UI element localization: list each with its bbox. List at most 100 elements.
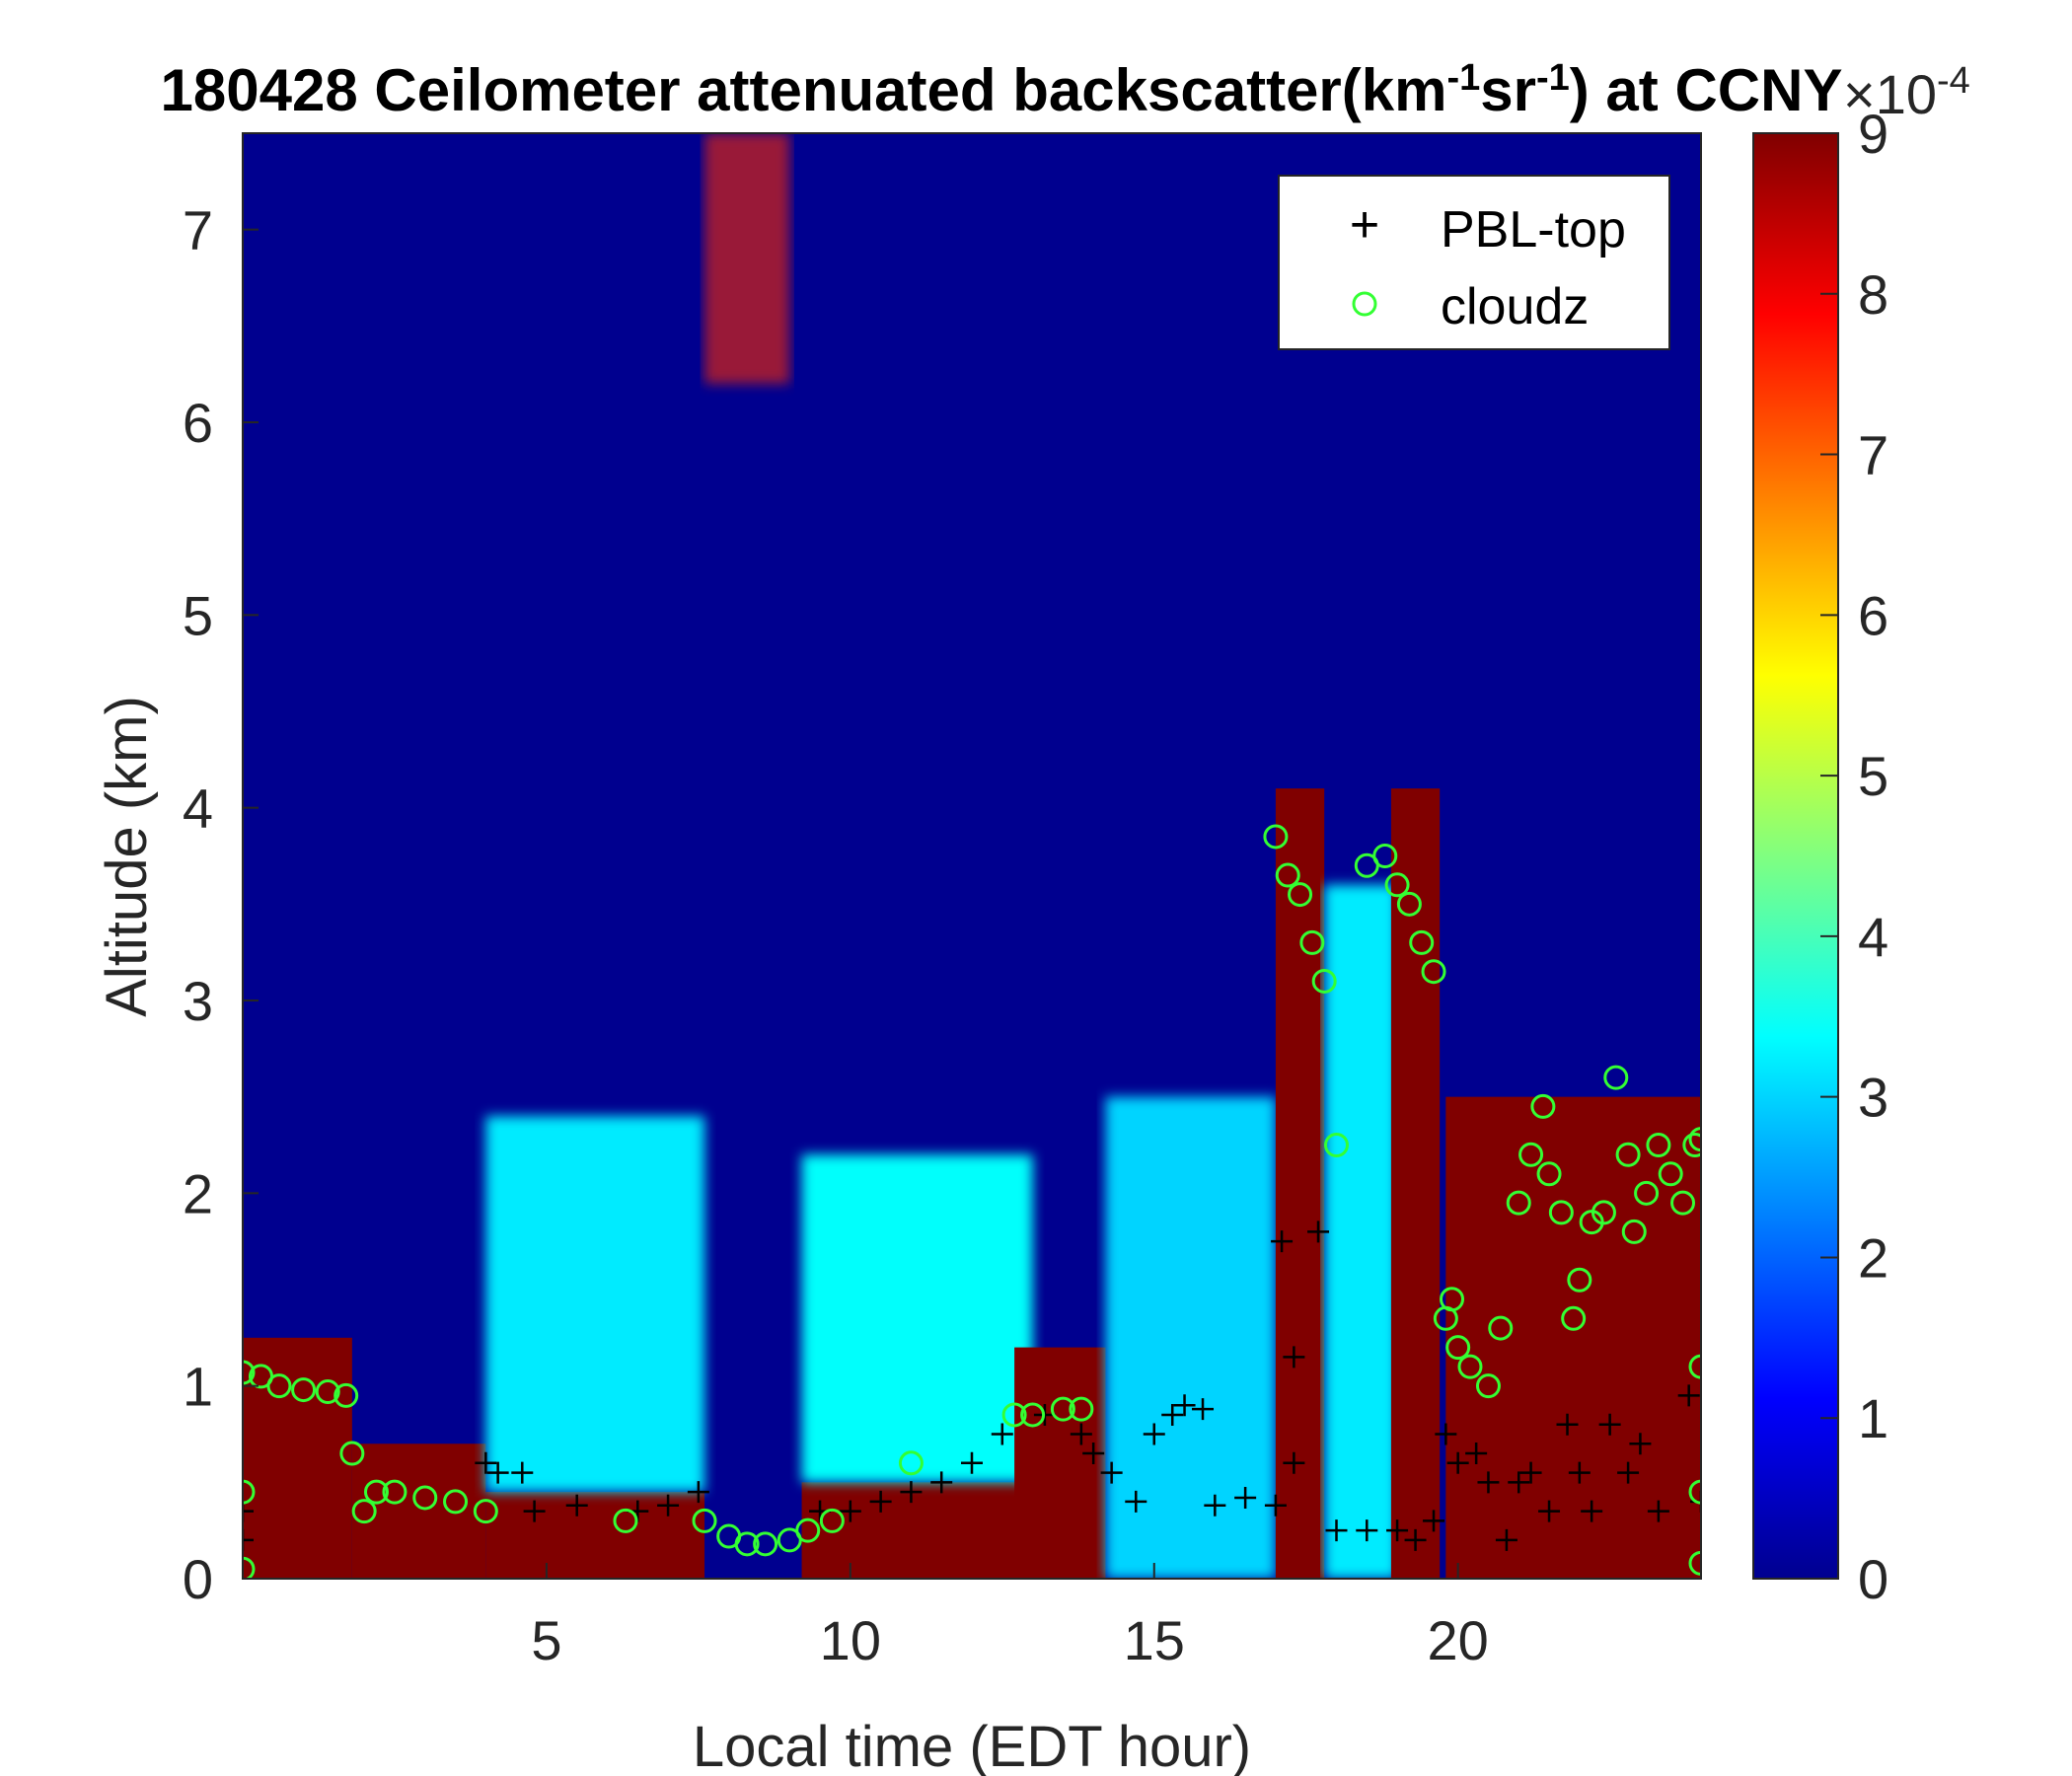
cloudz-marker-11 — [443, 1489, 469, 1515]
cloudz-marker-54 — [1615, 1142, 1641, 1167]
pbl-top-marker-4 — [511, 1461, 534, 1484]
cloudz-marker-19 — [795, 1517, 821, 1543]
pbl-top-marker-35 — [1386, 1519, 1409, 1542]
pbl-top-marker-31 — [1283, 1451, 1305, 1474]
cloudz-marker-65 — [243, 1479, 256, 1505]
cloudz-marker-22 — [1001, 1402, 1027, 1428]
pbl-top-marker-51 — [1629, 1433, 1652, 1455]
cloudz-marker-37 — [1421, 959, 1446, 985]
pbl-top-marker-42 — [1495, 1528, 1517, 1551]
pbl-top-marker-12 — [869, 1490, 892, 1513]
x-tick-label-20: 20 — [1428, 1609, 1489, 1671]
cloudz-marker-52 — [1591, 1200, 1616, 1225]
cloudz-marker-25 — [1069, 1396, 1094, 1422]
backscatter-feature-residual-layer-5 — [801, 1154, 1033, 1483]
legend-marker-plus: + — [1350, 196, 1379, 254]
backscatter-feature-cloud-11 — [1445, 1096, 1701, 1579]
backscatter-feature-residual-layer-7 — [1105, 1096, 1276, 1579]
legend-entry-pbl-top[interactable]: + PBL-top — [1350, 196, 1626, 259]
cloudz-marker-9 — [382, 1479, 407, 1505]
cloudz-marker-55 — [1621, 1219, 1647, 1244]
cloudz-marker-5 — [333, 1382, 359, 1408]
cloudz-marker-14 — [692, 1508, 717, 1533]
legend-entry-cloudz[interactable]: cloudz — [1352, 278, 1589, 335]
cloudz-marker-61 — [1688, 1127, 1701, 1152]
cloudz-marker-20 — [819, 1508, 845, 1533]
legend[interactable]: + PBL-top cloudz — [1278, 175, 1670, 350]
colorbar-tick-label-6: 6 — [1858, 584, 1888, 646]
cloudz-marker-63 — [1688, 1479, 1701, 1505]
cloudz-marker-46 — [1530, 1093, 1556, 1119]
pbl-top-marker-41 — [1477, 1471, 1500, 1494]
pbl-top-marker-16 — [991, 1423, 1013, 1445]
pbl-top-marker-32 — [1307, 1221, 1330, 1243]
pbl-top-marker-36 — [1404, 1528, 1427, 1551]
y-tick-label-2: 2 — [183, 1162, 213, 1224]
backscatter-feature-aerosol-layer-6 — [1014, 1347, 1106, 1579]
cloudz-marker-13 — [613, 1508, 638, 1533]
legend-label-pbl-top: PBL-top — [1441, 201, 1626, 259]
x-tick-label-5: 5 — [531, 1609, 561, 1671]
y-tick-label-6: 6 — [183, 392, 213, 454]
colorbar-tick-label-4: 4 — [1858, 906, 1888, 968]
plot-frame — [242, 132, 1702, 1580]
cloudz-marker-29 — [1299, 929, 1325, 955]
plot-area — [242, 132, 1702, 1580]
cloudz-marker-21 — [898, 1450, 924, 1476]
pbl-top-marker-13 — [900, 1481, 923, 1504]
pbl-top-marker-28 — [1264, 1494, 1287, 1517]
pbl-top-marker-46 — [1556, 1413, 1579, 1436]
cloudz-marker-58 — [1658, 1161, 1683, 1187]
pbl-top-marker-14 — [930, 1471, 953, 1494]
cloudz-marker-35 — [1396, 891, 1422, 917]
pbl-top-marker-0 — [243, 1500, 254, 1522]
cloudz-marker-53 — [1603, 1065, 1629, 1090]
cloudz-marker-28 — [1288, 882, 1313, 908]
legend-marker-circle — [1352, 291, 1377, 317]
colorbar-tick-label-1: 1 — [1858, 1387, 1888, 1449]
colorbar-tick-label-5: 5 — [1858, 745, 1888, 807]
backscatter-feature-cirrus-12 — [704, 133, 790, 384]
cloudz-marker-39 — [1440, 1287, 1465, 1312]
y-axis: 0 1 2 3 4 5 6 7 — [183, 199, 259, 1610]
pbl-top-marker-38 — [1435, 1423, 1457, 1445]
pbl-top-marker-26 — [1204, 1494, 1226, 1517]
colorbar: 0 1 2 3 4 5 6 7 8 9 ×10-4 — [1752, 60, 1970, 1610]
colorbar-ticks: 0 1 2 3 4 5 6 7 8 9 — [1820, 103, 1888, 1610]
chart-title: 180428 Ceilometer attenuated backscatter… — [161, 57, 1843, 123]
pbl-top-marker-30 — [1283, 1346, 1305, 1369]
pbl-top-marker-24 — [1173, 1394, 1196, 1417]
pbl-top-marker-37 — [1423, 1510, 1445, 1532]
colorbar-tick-label-7: 7 — [1858, 424, 1888, 486]
cloudz-marker-40 — [1445, 1335, 1471, 1361]
y-tick-label-7: 7 — [183, 199, 213, 261]
cloudz-marker-64 — [1688, 1550, 1701, 1576]
cloudz-marker-24 — [1050, 1396, 1075, 1422]
pbl-top-marker-33 — [1325, 1519, 1348, 1542]
cloudz-marker-34 — [1384, 872, 1410, 898]
cloudz-marker-4 — [315, 1379, 340, 1405]
marker-layer — [243, 824, 1701, 1579]
cloudz-marker-44 — [1506, 1190, 1531, 1216]
cloudz-marker-47 — [1536, 1161, 1562, 1187]
colorbar-tick-label-0: 0 — [1858, 1548, 1888, 1610]
pbl-top-marker-1 — [243, 1528, 254, 1551]
legend-box — [1278, 175, 1670, 350]
cloudz-marker-45 — [1518, 1142, 1544, 1167]
pbl-top-marker-23 — [1161, 1403, 1184, 1426]
x-axis: 5 10 15 20 — [531, 1563, 1489, 1671]
colorbar-gradient — [1752, 132, 1839, 1580]
cloudz-marker-26 — [1263, 824, 1289, 850]
colorbar-tick-label-8: 8 — [1858, 263, 1888, 326]
pbl-top-marker-48 — [1581, 1500, 1603, 1522]
pbl-top-marker-40 — [1465, 1443, 1488, 1465]
colorbar-tick-label-9: 9 — [1858, 103, 1888, 165]
pbl-top-marker-3 — [486, 1461, 509, 1484]
cloudz-marker-57 — [1646, 1133, 1671, 1157]
pbl-top-marker-8 — [657, 1494, 680, 1517]
y-tick-label-0: 0 — [183, 1548, 213, 1610]
y-tick-label-5: 5 — [183, 584, 213, 646]
y-tick-label-3: 3 — [183, 970, 213, 1032]
pbl-top-marker-39 — [1446, 1451, 1469, 1474]
